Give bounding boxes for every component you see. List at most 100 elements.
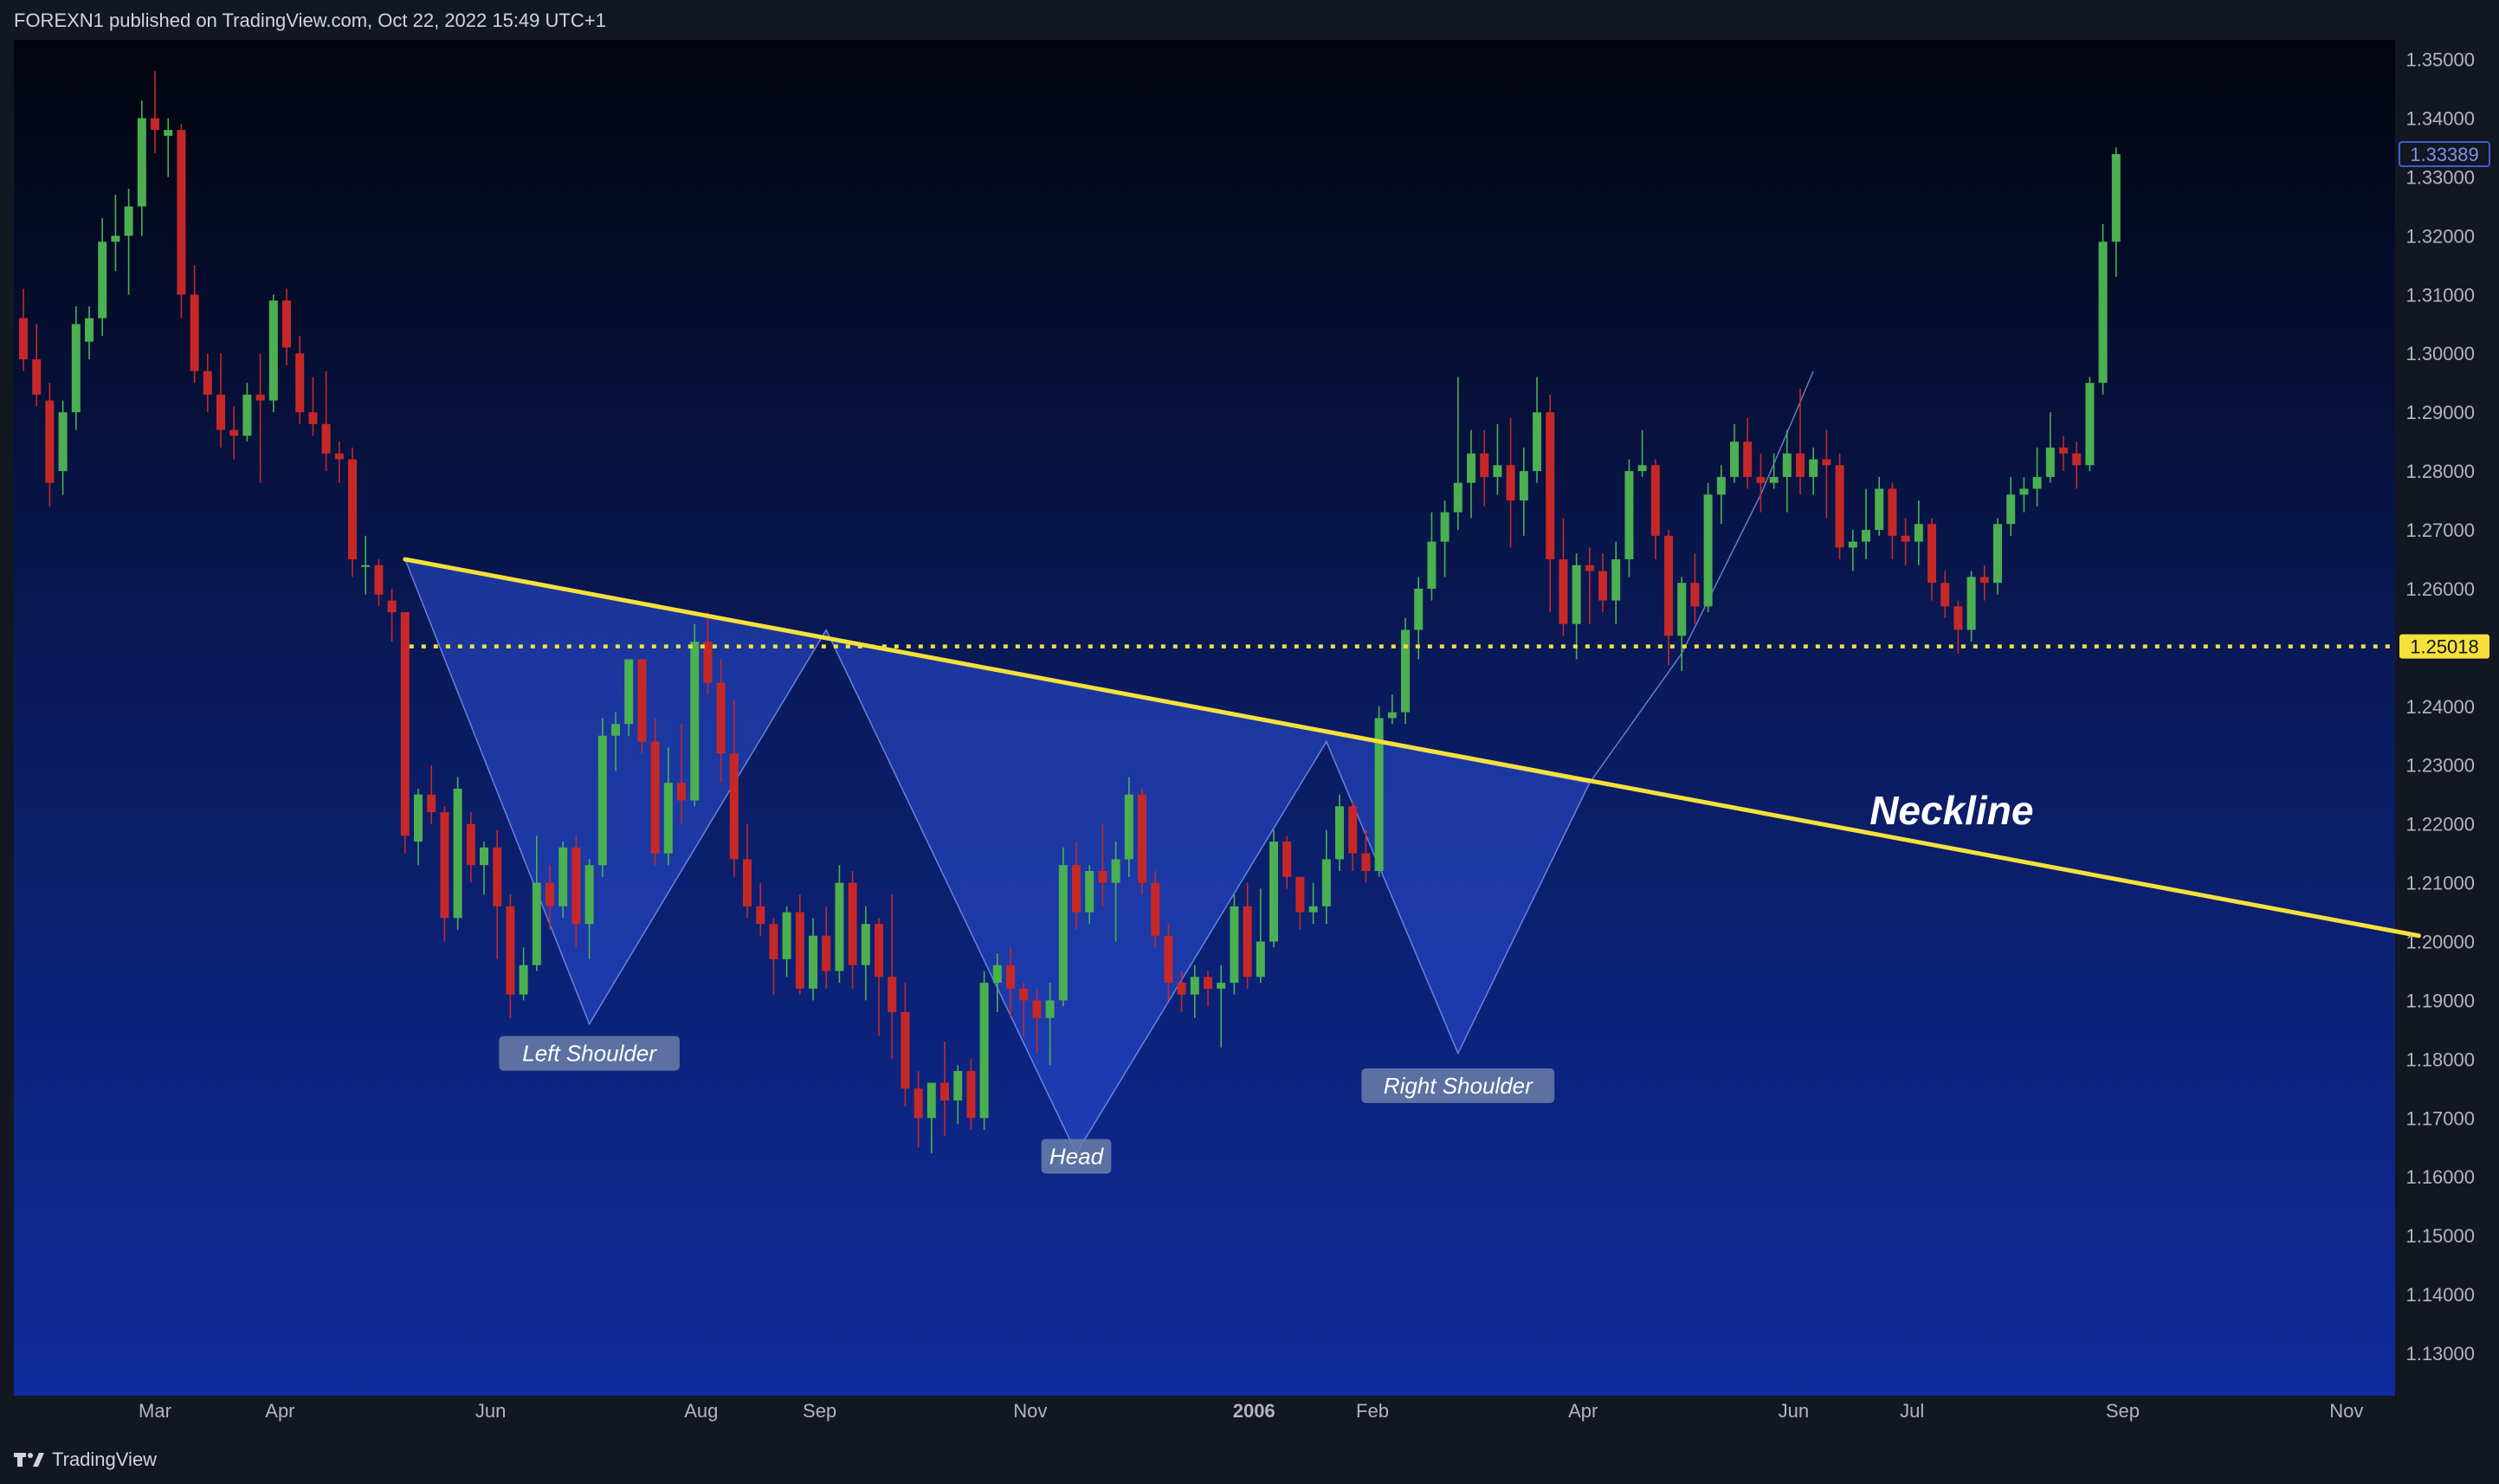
last-price-badge <box>2399 141 2490 168</box>
candle-body <box>177 130 186 295</box>
candle-body <box>1822 459 1831 466</box>
candle-body <box>71 324 81 413</box>
time-axis[interactable]: Mar Apr Jun Aug Sep Nov 2006 Feb Apr Jun Jul Sep Nov <box>139 1400 2363 1422</box>
candle-body <box>2098 242 2108 384</box>
candle-body <box>1953 606 1963 630</box>
candle-body <box>19 318 28 360</box>
time-tick-label: Nov <box>1013 1400 1047 1422</box>
candle-body <box>979 983 989 1119</box>
price-tick-label: 1.18000 <box>2405 1048 2475 1070</box>
candle-body <box>1467 453 1476 483</box>
candle-body <box>1756 476 1766 483</box>
candle-body <box>2111 153 2121 242</box>
price-tick-label: 1.13000 <box>2405 1343 2475 1365</box>
price-tick-label: 1.28000 <box>2405 461 2475 482</box>
candle-body <box>1664 535 1673 636</box>
candle-body <box>1019 988 1029 1001</box>
candle-body <box>822 935 831 971</box>
price-tick-label: 1.30000 <box>2405 343 2475 365</box>
brand-name: TradingView <box>52 1449 158 1470</box>
candle-body <box>1321 859 1331 907</box>
candle-body <box>571 847 581 925</box>
annotation-label: Left Shoulder <box>522 1041 657 1067</box>
time-tick-label: Nov <box>2329 1400 2363 1422</box>
candle-body <box>1374 718 1384 872</box>
candle-body <box>1979 577 1989 584</box>
price-tick-label: 1.14000 <box>2405 1284 2475 1306</box>
candle-body <box>1124 794 1133 860</box>
candle-body <box>1256 941 1265 978</box>
candle-body <box>1269 842 1278 942</box>
candle-body <box>861 924 870 965</box>
candle-body <box>1243 906 1252 978</box>
price-tick-label: 1.29000 <box>2405 402 2475 423</box>
last-price-label: 1.33389 <box>2410 144 2479 165</box>
neckline-label: Neckline <box>1869 788 2033 833</box>
candle-body <box>703 642 713 683</box>
candle-body <box>1611 558 1621 601</box>
candle-body <box>1782 453 1792 477</box>
level-price-badge <box>2399 634 2489 659</box>
candle-body <box>1888 488 1897 536</box>
candle-body <box>1085 871 1095 913</box>
candle-body <box>164 130 173 136</box>
lines-layer <box>403 557 2421 939</box>
candle-body <box>427 794 436 813</box>
candle-body <box>1940 583 1950 607</box>
candle-body <box>466 823 475 866</box>
candle-body <box>414 794 423 842</box>
candle-body <box>1650 465 1660 536</box>
candle-body <box>151 118 159 131</box>
time-tick-label: Sep <box>2106 1400 2140 1422</box>
candle-body <box>1401 629 1410 713</box>
candle-body <box>2085 383 2095 466</box>
annotation-badge <box>499 1036 680 1071</box>
head-shoulders-pattern <box>404 558 1591 1155</box>
candle-body <box>1414 588 1424 630</box>
time-tick-label: Apr <box>265 1400 294 1422</box>
candle-body <box>1809 459 1818 477</box>
candle-body <box>795 912 804 989</box>
time-tick-label: Sep <box>803 1400 836 1422</box>
candle-body <box>1848 541 1857 548</box>
time-tick-label: Jul <box>1900 1400 1924 1422</box>
publish-info: FOREXN1 published on TradingView.com, Oc… <box>14 10 606 31</box>
candle-body <box>1138 794 1146 883</box>
candle-body <box>137 118 146 207</box>
publish-header: FOREXN1 published on TradingView.com, Oc… <box>0 0 2499 40</box>
candle-body <box>361 565 371 567</box>
candle-body <box>1032 1000 1042 1018</box>
candle-body <box>32 359 42 395</box>
candle-body <box>1598 571 1607 601</box>
candle-body <box>1730 442 1739 477</box>
candle-body <box>663 783 673 854</box>
candle-body <box>1519 471 1528 501</box>
candle-body <box>1993 524 2002 584</box>
candle-body <box>1361 853 1371 872</box>
time-tick-label: Jun <box>1779 1400 1809 1422</box>
candle-body <box>1151 882 1160 936</box>
candle-body <box>1743 442 1753 477</box>
candle-body <box>1230 906 1239 984</box>
candle-body <box>2072 453 2082 466</box>
price-tick-label: 1.16000 <box>2405 1166 2475 1188</box>
tradingview-brand[interactable]: TradingView <box>14 1448 157 1472</box>
candle-body <box>1914 524 1923 542</box>
annotation-label: Right Shoulder <box>1384 1073 1534 1099</box>
candle-body <box>216 394 225 430</box>
time-tick-label: Mar <box>139 1400 171 1422</box>
candle-body <box>519 965 528 995</box>
price-axis[interactable]: 1.35000 1.34000 1.33000 1.32000 1.31000 1.300… <box>2399 49 2490 1365</box>
price-tick-label: 1.34000 <box>2405 108 2475 130</box>
candle-body <box>268 300 278 401</box>
candle-body <box>255 394 265 401</box>
candle-body <box>1928 524 1936 584</box>
candle-body <box>295 353 305 413</box>
candle-body <box>1335 806 1344 860</box>
annotation-label: Head <box>1049 1143 1105 1169</box>
candle-body <box>2019 488 2029 495</box>
candle-body <box>506 906 515 995</box>
candle-body <box>1164 935 1173 984</box>
candle-body <box>45 400 55 483</box>
